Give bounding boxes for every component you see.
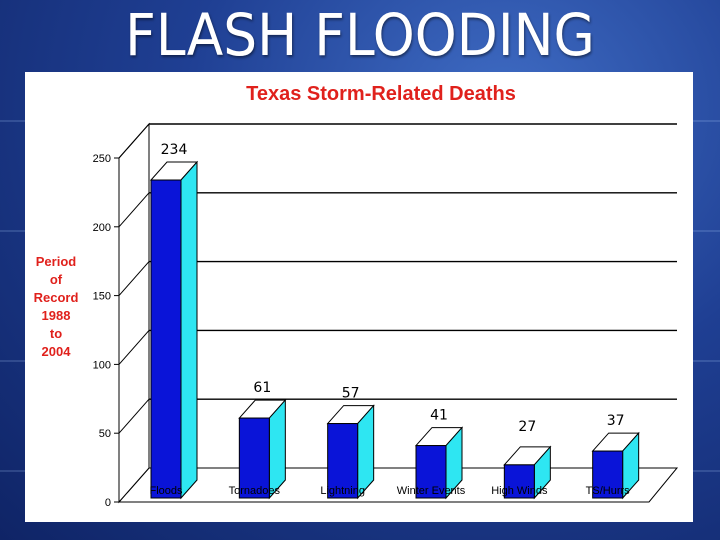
bar (150, 179, 182, 499)
data-label: 37 (607, 413, 625, 429)
bar-side (180, 160, 198, 500)
data-label: 61 (253, 380, 271, 396)
y-axis-label-line: 1988 (42, 308, 71, 323)
gridline-depth (118, 261, 150, 296)
y-axis-label-line: Period (36, 254, 77, 269)
chart-panel: Texas Storm-Related Deaths Period of Recor… (25, 72, 693, 522)
bar (415, 445, 447, 499)
data-label: 57 (342, 386, 360, 402)
x-tick-label: Floods (149, 485, 183, 497)
chart-left-wall (118, 122, 150, 504)
x-tick-label: Lightning (320, 485, 365, 497)
x-tick-label: Winter Events (397, 485, 466, 497)
bar (592, 450, 624, 499)
bar-chart: Texas Storm-Related Deaths Period of Recor… (34, 83, 679, 509)
bar (503, 464, 535, 499)
gridline-depth (118, 330, 150, 365)
data-label: 234 (161, 142, 188, 158)
x-tick-label: High Winds (491, 485, 548, 497)
data-label: 41 (430, 408, 448, 424)
gridline-depth (118, 398, 150, 434)
x-tick-label: Tornadoes (229, 485, 281, 497)
y-tick-label: 0 (105, 497, 111, 509)
bar (238, 417, 270, 499)
slide-title: FLASH FLOODING (125, 1, 595, 69)
chart-title: Texas Storm-Related Deaths (246, 83, 516, 105)
y-tick-label: 250 (93, 153, 111, 165)
y-tick-label: 200 (93, 222, 111, 234)
y-tick-label: 50 (99, 428, 111, 440)
y-tick-label: 100 (93, 359, 111, 371)
bar-side (268, 398, 286, 500)
y-tick-label: 150 (93, 291, 111, 303)
plot-area: 0 50 100 150 200 250 234 Floods 61 Tornadoes 57 Lig… (93, 122, 679, 509)
gridline-depth (118, 123, 150, 159)
y-axis-label-line: Record (34, 290, 79, 305)
y-axis-label-line: of (50, 272, 63, 287)
y-axis-label: Period of Record 1988 to 2004 (34, 254, 79, 359)
gridline-depth (118, 192, 150, 228)
x-tick-label: TS/Hurrs (586, 485, 631, 497)
data-label: 27 (518, 419, 536, 435)
y-axis-label-line: to (50, 326, 62, 341)
y-axis-label-line: 2004 (42, 344, 72, 359)
bar (327, 423, 359, 499)
